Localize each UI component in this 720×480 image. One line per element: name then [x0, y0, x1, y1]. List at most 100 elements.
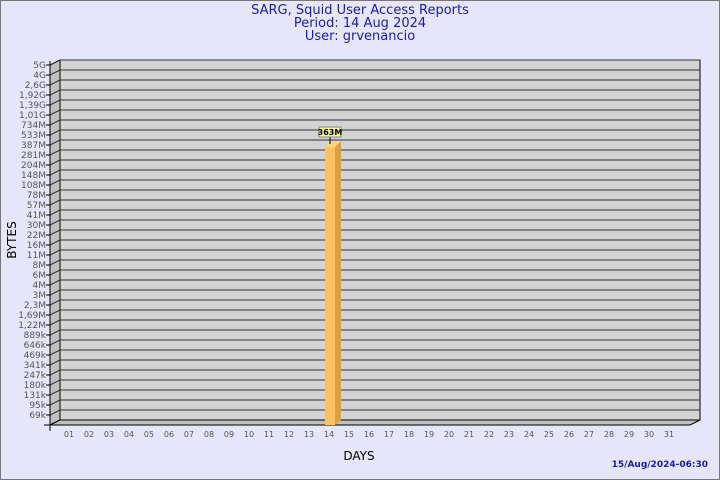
x-tick-label: 04 — [124, 430, 134, 439]
gridline — [49, 199, 700, 206]
bar-day-14 — [325, 147, 335, 425]
y-tick-label: 11M — [27, 251, 46, 261]
x-tick-label: 29 — [624, 430, 634, 439]
gridline — [49, 249, 700, 256]
x-tick-label: 30 — [644, 430, 654, 439]
gridline — [49, 139, 700, 146]
gridline — [49, 119, 700, 126]
gridline — [49, 129, 700, 136]
y-tick-label: 469k — [24, 351, 47, 361]
y-tick-label: 4G — [33, 71, 46, 81]
bar-label-box — [318, 126, 342, 138]
generated-timestamp: 15/Aug/2024-06:30 — [611, 460, 708, 470]
y-tick-label: 78M — [27, 191, 46, 201]
chart-title: SARG, Squid User Access Reports — [251, 3, 469, 18]
bar-top — [325, 141, 341, 148]
x-tick-label: 03 — [104, 430, 114, 439]
gridline — [49, 259, 700, 266]
y-tick-label: 247k — [24, 371, 47, 381]
x-tick-label: 20 — [444, 430, 454, 439]
gridline — [49, 229, 700, 236]
gridline — [49, 379, 700, 386]
x-tick-label: 13 — [304, 430, 314, 439]
y-tick-label: 2,3M — [24, 301, 46, 311]
x-tick-label: 19 — [424, 430, 434, 439]
y-tick-label: 1,22M — [18, 321, 46, 331]
x-tick-label: 26 — [564, 430, 574, 439]
gridline — [49, 59, 700, 66]
gridline — [49, 189, 700, 196]
y-tick-label: 1,01G — [19, 111, 46, 121]
gridline — [49, 319, 700, 326]
gridline — [49, 89, 700, 96]
y-axis-title: BYTES — [5, 221, 19, 258]
x-tick-label: 27 — [584, 430, 594, 439]
gridline — [49, 329, 700, 336]
bar-side — [335, 141, 341, 425]
x-tick-label: 18 — [404, 430, 414, 439]
x-tick-label: 12 — [284, 430, 294, 439]
gridline — [49, 289, 700, 296]
x-tick-label: 10 — [244, 430, 254, 439]
gridline — [49, 239, 700, 246]
gridline — [49, 359, 700, 366]
y-tick-label: 131k — [24, 391, 47, 401]
bar-value-label: 363M — [318, 128, 343, 137]
y-tick-label: 341k — [24, 361, 47, 371]
gridline — [49, 339, 700, 346]
gridline — [49, 149, 700, 156]
x-tick-label: 14 — [324, 430, 334, 439]
y-tick-label: 889k — [24, 331, 47, 341]
floor — [49, 419, 701, 426]
gridline — [49, 169, 700, 176]
y-tick-label: 734M — [21, 121, 46, 131]
x-tick-label: 28 — [604, 430, 614, 439]
y-tick-label: 1,39G — [19, 101, 46, 111]
y-tick-label: 148M — [21, 171, 46, 181]
x-tick-label: 23 — [504, 430, 514, 439]
gridline — [49, 399, 700, 406]
x-tick-label: 01 — [64, 430, 74, 439]
gridline — [49, 279, 700, 286]
gridline — [49, 389, 700, 396]
x-tick-label: 21 — [464, 430, 474, 439]
x-tick-label: 24 — [524, 430, 534, 439]
x-tick-label: 06 — [164, 430, 174, 439]
x-tick-label: 16 — [364, 430, 374, 439]
x-tick-label: 17 — [384, 430, 394, 439]
gridline — [49, 99, 700, 106]
x-tick-label: 11 — [264, 430, 274, 439]
x-tick-label: 07 — [184, 430, 194, 439]
x-tick-label: 02 — [84, 430, 94, 439]
y-tick-label: 5G — [33, 61, 46, 71]
y-tick-label: 22M — [27, 231, 46, 241]
y-tick-label: 6M — [33, 271, 47, 281]
gridline — [49, 309, 700, 316]
x-tick-label: 15 — [344, 430, 354, 439]
y-tick-label: 57M — [27, 201, 46, 211]
y-tick-label: 180k — [24, 381, 47, 391]
y-tick-label: 2,6G — [25, 81, 46, 91]
gridline — [49, 69, 700, 76]
y-tick-label: 646k — [24, 341, 47, 351]
gridline — [49, 409, 700, 416]
x-tick-label: 31 — [664, 430, 674, 439]
y-tick-label: 387M — [21, 141, 46, 151]
x-tick-label: 05 — [144, 430, 154, 439]
x-tick-label: 08 — [204, 430, 214, 439]
y-tick-label: 69k — [29, 411, 46, 421]
gridline — [49, 179, 700, 186]
chart-period: Period: 14 Aug 2024 — [293, 16, 427, 31]
y-tick-label: 204M — [21, 161, 46, 171]
y-tick-label: 4M — [33, 281, 47, 291]
x-tick-label: 09 — [224, 430, 234, 439]
gridline — [49, 299, 700, 306]
gridline — [49, 269, 700, 276]
y-tick-label: 1,92G — [19, 91, 46, 101]
x-tick-label: 22 — [484, 430, 494, 439]
y-tick-label: 16M — [27, 241, 46, 251]
gridline — [49, 219, 700, 226]
gridline — [49, 79, 700, 86]
gridline — [49, 369, 700, 376]
gridline — [49, 209, 700, 216]
